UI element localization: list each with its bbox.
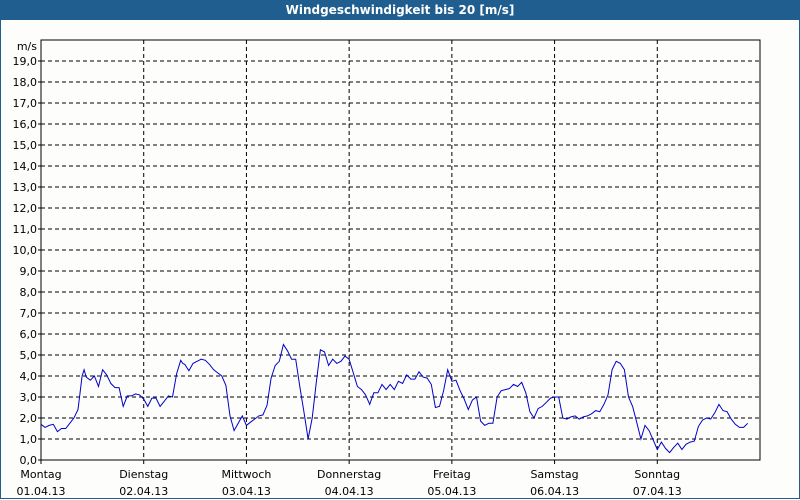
x-tick-date-label: 07.04.13 — [633, 485, 682, 498]
y-tick-label: 10,0 — [13, 244, 38, 257]
x-tick-day-label: Freitag — [433, 468, 471, 481]
x-tick-date-label: 04.04.13 — [325, 485, 374, 498]
y-tick-label: 5,0 — [20, 349, 38, 362]
chart-title: Windgeschwindigkeit bis 20 [m/s] — [0, 0, 800, 20]
x-tick-day-label: Mittwoch — [221, 468, 271, 481]
y-axis-unit-label: m/s — [17, 40, 37, 53]
y-tick-label: 19,0 — [13, 55, 38, 68]
x-tick-day-label: Montag — [20, 468, 61, 481]
x-tick-day-label: Donnerstag — [317, 468, 381, 481]
y-tick-label: 18,0 — [13, 76, 38, 89]
y-tick-label: 17,0 — [13, 97, 38, 110]
plot-area-border — [40, 39, 761, 461]
y-tick-label: 16,0 — [13, 118, 38, 131]
y-tick-label: 15,0 — [13, 139, 38, 152]
x-axis-ticks: Montag 01.04.13 Dienstag 02.04.13 Mittwoch 03… — [17, 460, 682, 498]
x-tick-date-label: 01.04.13 — [17, 485, 66, 498]
x-tick-date-label: 03.04.13 — [222, 485, 271, 498]
y-tick-label: 7,0 — [20, 307, 38, 320]
y-tick-label: 2,0 — [20, 412, 38, 425]
x-tick-date-label: 05.04.13 — [427, 485, 476, 498]
x-tick-date-label: 06.04.13 — [530, 485, 579, 498]
wind-speed-line — [40, 343, 749, 454]
x-tick-day-label: Samstag — [530, 468, 578, 481]
y-tick-label: 0,0 — [20, 454, 38, 467]
y-axis-ticks: 0,0 1,0 2,0 3,0 4,0 5,0 6,0 7,0 8,0 9,0 10,0 11,0 12… — [13, 55, 41, 467]
x-tick-date-label: 02.04.13 — [119, 485, 168, 498]
y-tick-label: 12,0 — [13, 202, 38, 215]
y-tick-label: 3,0 — [20, 391, 38, 404]
x-tick-day-label: Dienstag — [119, 468, 168, 481]
y-tick-label: 13,0 — [13, 181, 38, 194]
y-tick-label: 9,0 — [20, 265, 38, 278]
y-tick-label: 4,0 — [20, 370, 38, 383]
grid-lines — [41, 40, 760, 460]
y-tick-label: 11,0 — [13, 223, 38, 236]
y-tick-label: 14,0 — [13, 160, 38, 173]
y-tick-label: 8,0 — [20, 286, 38, 299]
y-tick-label: 1,0 — [20, 433, 38, 446]
y-tick-label: 6,0 — [20, 328, 38, 341]
x-tick-day-label: Sonntag — [634, 468, 680, 481]
